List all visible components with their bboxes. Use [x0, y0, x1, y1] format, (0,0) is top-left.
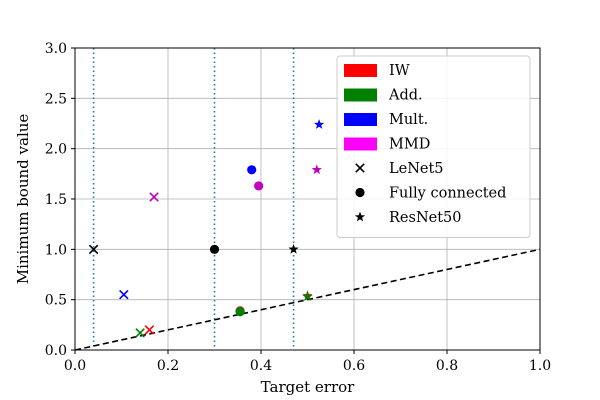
x-tick-label: 0.4 [250, 358, 272, 374]
x-tick-label: 0.6 [343, 358, 365, 374]
x-tick-label: 0.8 [436, 358, 458, 374]
fully-connected-mult-point [247, 165, 257, 175]
legend: IW Add. Mult. MMD LeNet5 Fully connected ResNe… [336, 55, 531, 238]
lenet5-mult-point [119, 289, 129, 300]
legend-swatch-mmd [344, 137, 377, 151]
legend-marker-star [354, 211, 366, 222]
y-tick-label: 3.0 [45, 41, 67, 57]
legend-label: MMD [389, 137, 430, 153]
resnet50-mult-point [313, 119, 325, 129]
legend-label: Fully connected [389, 186, 506, 202]
lenet5-iw-point [144, 325, 155, 335]
resnet50-mmd-point [311, 164, 322, 175]
x-tick-label: 0.2 [157, 358, 179, 374]
legend-swatch-add [344, 88, 377, 102]
x-tick-label: 0.0 [64, 358, 86, 374]
y-tick-label: 0.5 [45, 293, 67, 309]
resnet50-none-point [288, 243, 299, 254]
x-tick-label: 1.0 [529, 358, 551, 374]
data-points [88, 119, 325, 338]
fully-connected-none-point [209, 244, 220, 254]
legend-label: IW [389, 63, 410, 79]
axis-ticks: 0.0 0.2 0.4 0.6 0.8 1.0 0.0 0.5 1.0 1.5 2.0 2.5 3.0 [45, 41, 551, 374]
x-axis-label: Target error [261, 378, 355, 396]
legend-label: Mult. [389, 112, 428, 128]
lenet5-none-point [88, 244, 99, 255]
fully-connected-mmd-point [254, 181, 264, 191]
legend-box [336, 55, 531, 238]
legend-label: ResNet50 [389, 210, 462, 226]
legend-swatch-iw [344, 64, 377, 77]
lenet5-add-point [135, 328, 145, 338]
y-tick-label: 0.0 [45, 343, 67, 359]
legend-label: Add. [388, 88, 423, 104]
y-axis-label: Minimum bound value [14, 114, 32, 285]
vertical-reference-lines [92, 48, 295, 350]
lenet5-mmd-point [149, 192, 159, 202]
y-tick-label: 1.5 [45, 192, 67, 208]
legend-label: LeNet5 [389, 161, 444, 177]
y-tick-label: 2.0 [45, 142, 67, 158]
legend-marker-circle [355, 187, 365, 198]
fully-connected-add-point [235, 307, 245, 317]
y-tick-label: 2.5 [45, 91, 67, 107]
legend-swatch-mult [344, 113, 377, 126]
y-tick-label: 1.0 [45, 242, 67, 258]
legend-marker-x [355, 163, 365, 173]
resnet50-add-point [302, 291, 313, 302]
